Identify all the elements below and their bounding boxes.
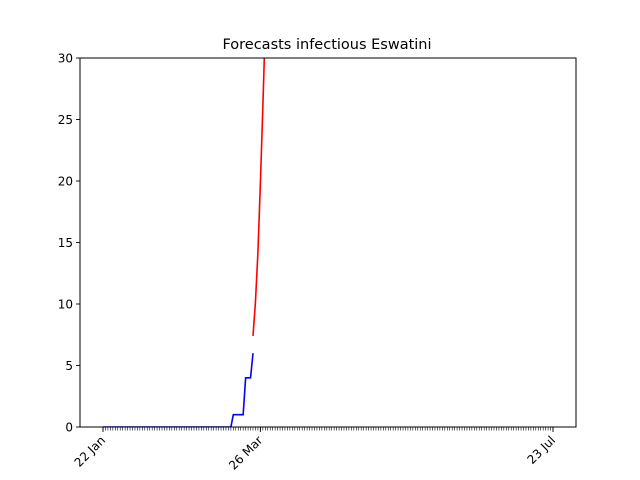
- y-tick-label: 25: [58, 113, 73, 127]
- x-tick-label: 22 Jan: [72, 433, 108, 469]
- y-tick-label: 0: [65, 421, 73, 435]
- series-line-1: [103, 353, 254, 427]
- axes: 0 5 10 15 20 25 30 22 Jan 26 Mar 23 Jul: [58, 52, 558, 473]
- plot-area: [103, 58, 266, 427]
- y-tick-label: 30: [58, 52, 73, 66]
- chart-title: Forecasts infectious Eswatini: [222, 37, 431, 53]
- plot-frame: [79, 57, 577, 428]
- series-line-2: [252, 58, 266, 337]
- y-tick-label: 5: [65, 359, 73, 373]
- x-tick-label: 23 Jul: [524, 433, 558, 467]
- y-tick-label: 20: [58, 175, 73, 189]
- x-tick-label: 26 Mar: [226, 433, 265, 472]
- y-tick-label: 10: [58, 298, 73, 312]
- y-tick-label: 15: [58, 236, 73, 250]
